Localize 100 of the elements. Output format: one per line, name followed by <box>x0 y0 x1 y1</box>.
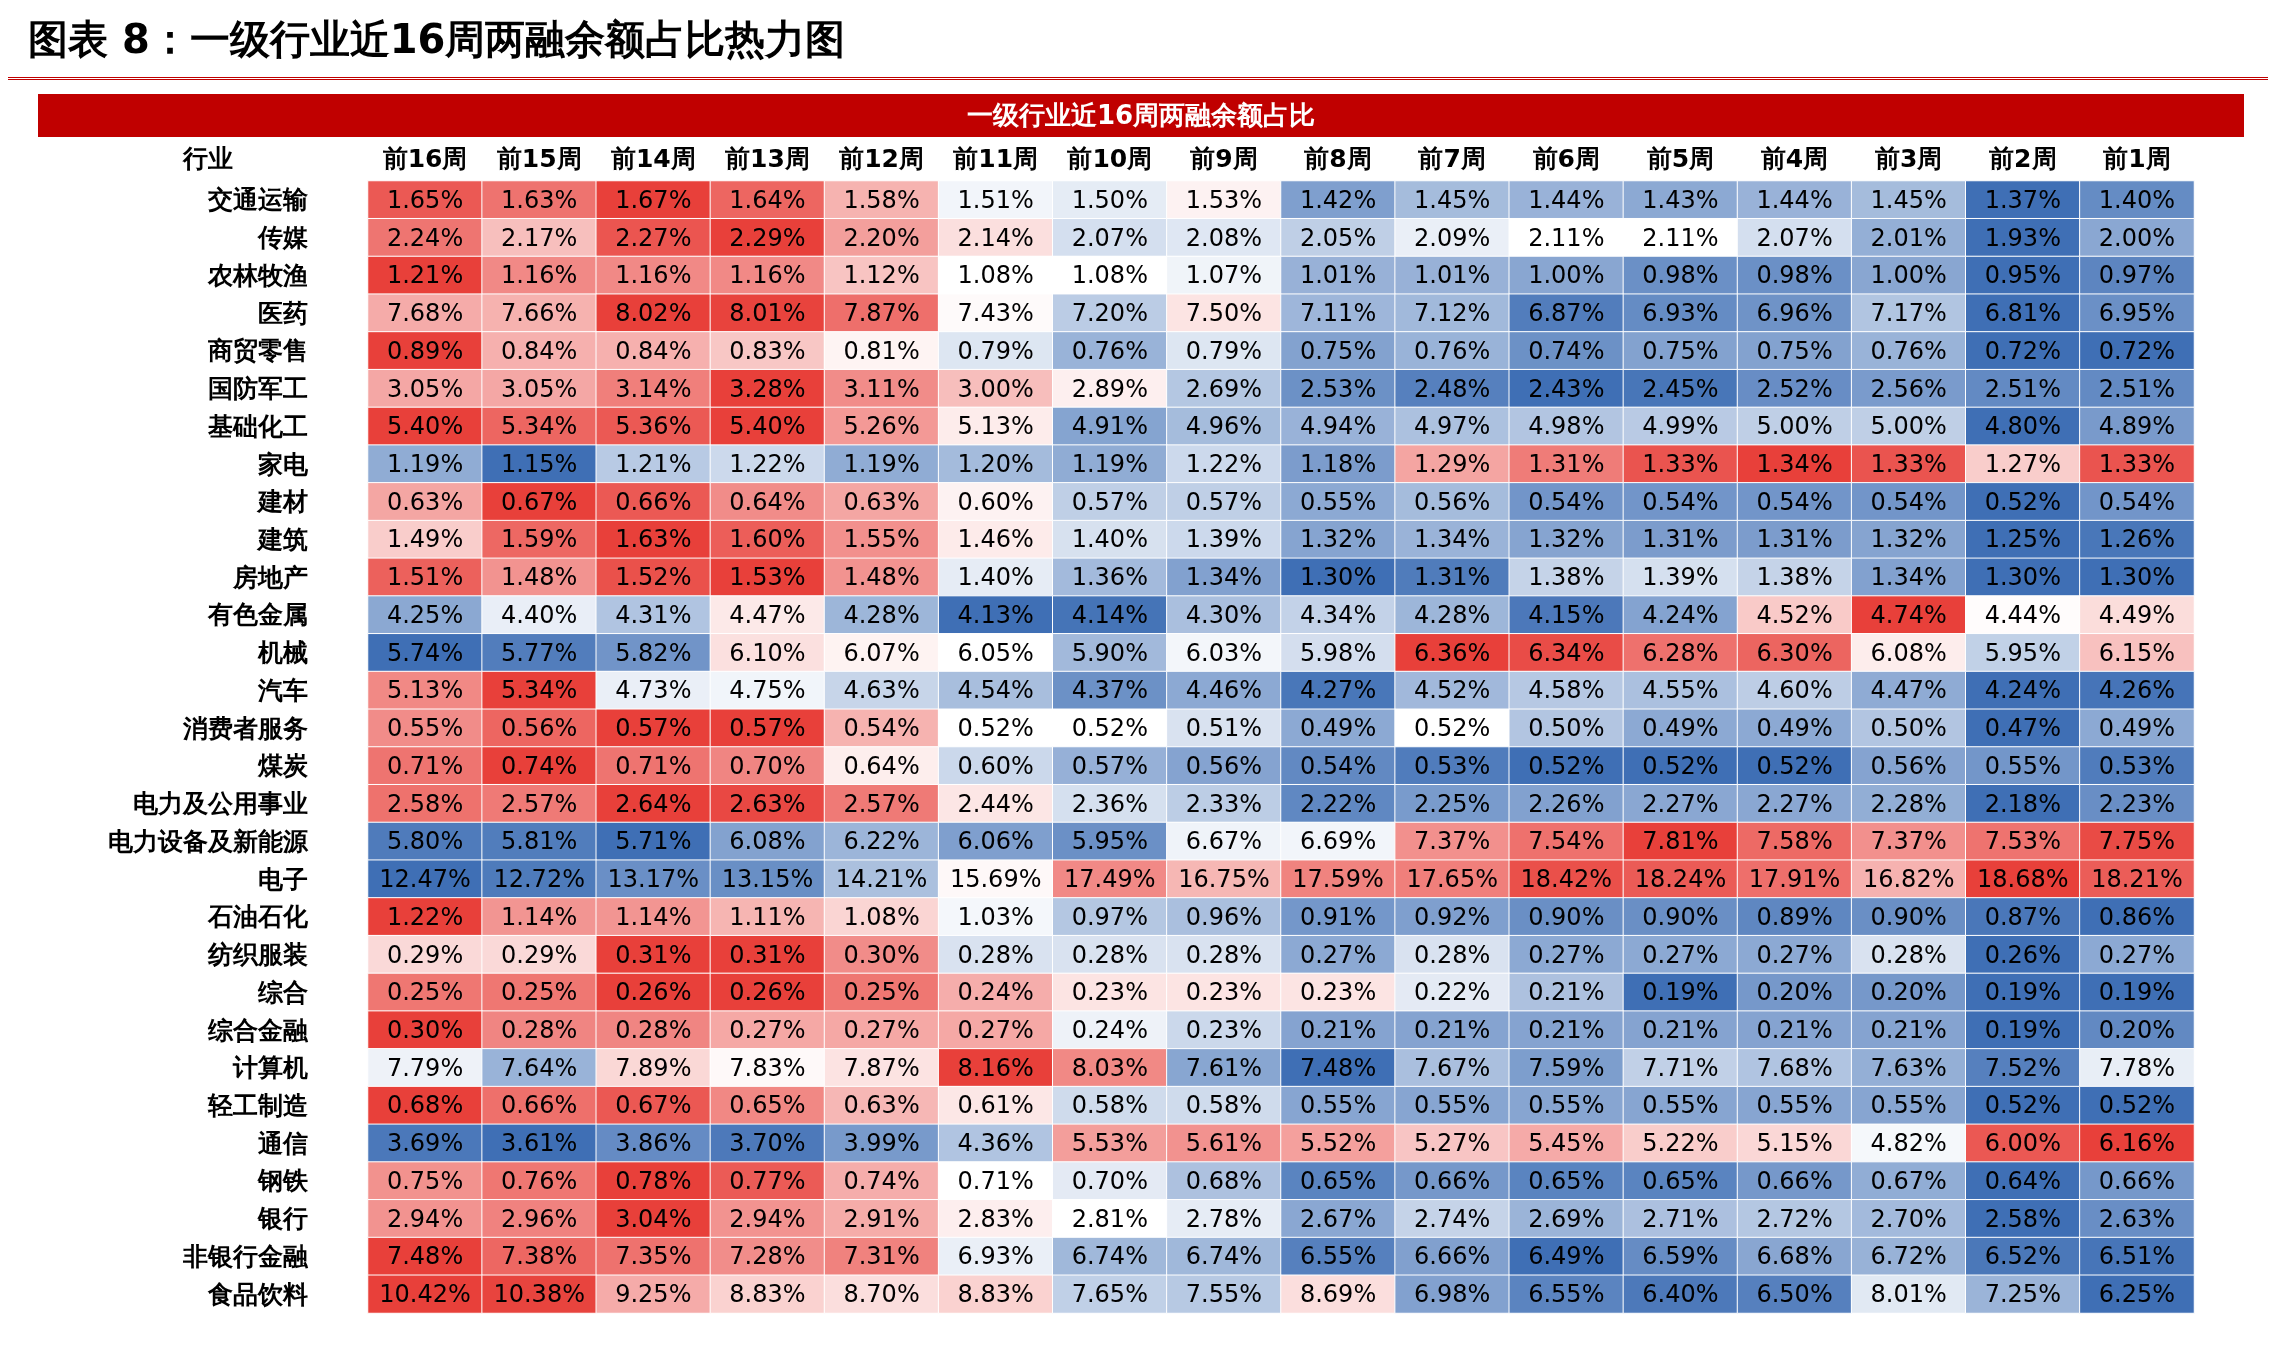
data-label: 0.79% <box>957 336 1034 365</box>
data-label: 0.31% <box>729 940 806 969</box>
data-label: 6.59% <box>1642 1242 1719 1271</box>
data-label: 1.53% <box>729 563 806 592</box>
data-label: 0.61% <box>957 1091 1034 1120</box>
data-label: 5.74% <box>386 638 464 667</box>
data-label: 2.00% <box>2098 223 2176 252</box>
data-label: 4.36% <box>957 1129 1034 1158</box>
x-tick-label: 前15周 <box>495 144 582 173</box>
data-label: 5.95% <box>1984 638 2061 667</box>
data-label: 4.49% <box>2098 600 2176 629</box>
data-label: 16.75% <box>1178 865 1270 894</box>
data-label: 0.21% <box>1528 1016 1605 1044</box>
data-label: 10.42% <box>379 1280 471 1309</box>
data-label: 1.19% <box>386 450 464 478</box>
data-label: 4.14% <box>1071 600 1148 629</box>
data-label: 8.83% <box>729 1280 806 1309</box>
data-label: 0.57% <box>1071 487 1148 516</box>
data-label: 7.37% <box>1414 827 1491 856</box>
data-label: 1.32% <box>1528 525 1605 554</box>
data-label: 4.25% <box>386 600 464 629</box>
data-label: 1.31% <box>1414 563 1491 592</box>
y-tick-label: 非银行金融 <box>182 1241 309 1271</box>
data-label: 7.20% <box>1071 299 1148 328</box>
data-label: 0.57% <box>729 714 806 743</box>
data-label: 1.08% <box>843 902 920 931</box>
data-label: 0.24% <box>957 978 1034 1007</box>
data-label: 17.91% <box>1748 865 1841 894</box>
data-label: 7.87% <box>843 299 920 328</box>
data-label: 0.55% <box>1870 1091 1947 1120</box>
data-label: 0.49% <box>1756 714 1833 743</box>
data-label: 7.52% <box>1984 1053 2061 1082</box>
data-label: 1.19% <box>843 450 920 478</box>
data-label: 1.60% <box>729 525 806 554</box>
data-label: 0.57% <box>1185 487 1263 516</box>
data-label: 2.43% <box>1528 374 1605 403</box>
data-label: 6.00% <box>1984 1129 2061 1158</box>
data-label: 5.82% <box>615 638 692 667</box>
data-label: 5.81% <box>501 827 578 856</box>
data-label: 0.67% <box>615 1091 692 1120</box>
data-label: 0.96% <box>1185 902 1263 931</box>
data-label: 4.37% <box>1071 676 1148 705</box>
data-label: 0.63% <box>843 1091 920 1120</box>
data-label: 1.40% <box>2098 185 2176 214</box>
data-label: 1.12% <box>843 261 920 290</box>
data-label: 8.16% <box>957 1053 1034 1082</box>
data-label: 1.55% <box>843 525 920 554</box>
data-label: 7.75% <box>2098 827 2176 856</box>
data-label: 0.91% <box>1299 902 1377 931</box>
data-label: 2.29% <box>729 223 806 252</box>
data-label: 0.26% <box>729 978 806 1007</box>
data-label: 1.30% <box>1299 563 1377 592</box>
data-label: 5.00% <box>1870 412 1947 441</box>
data-label: 0.55% <box>1299 1091 1377 1120</box>
data-label: 2.53% <box>1299 374 1377 403</box>
x-tick-label: 前7周 <box>1417 144 1486 173</box>
data-label: 6.07% <box>843 638 920 667</box>
data-label: 1.34% <box>1870 563 1947 592</box>
data-label: 2.44% <box>957 789 1034 818</box>
data-label: 0.56% <box>1414 487 1491 516</box>
data-label: 4.24% <box>1984 676 2061 705</box>
data-label: 2.52% <box>1756 374 1833 403</box>
data-label: 15.69% <box>949 865 1042 894</box>
data-label: 2.14% <box>957 223 1034 252</box>
data-label: 0.90% <box>1528 902 1605 931</box>
data-label: 7.67% <box>1414 1053 1491 1082</box>
data-label: 1.50% <box>1071 185 1148 214</box>
data-label: 0.71% <box>386 751 464 780</box>
data-label: 0.75% <box>1756 336 1833 365</box>
data-label: 0.53% <box>1414 751 1491 780</box>
data-label: 1.51% <box>386 563 464 592</box>
data-label: 0.21% <box>1642 1016 1719 1044</box>
data-label: 0.19% <box>2098 978 2176 1007</box>
x-tick-label: 前13周 <box>724 144 810 173</box>
data-label: 7.63% <box>1870 1053 1947 1082</box>
data-label: 5.00% <box>1756 412 1833 441</box>
y-tick-label: 建筑 <box>256 524 308 554</box>
data-label: 4.26% <box>2098 676 2176 705</box>
data-label: 1.53% <box>1185 185 1263 214</box>
data-label: 7.35% <box>615 1242 692 1271</box>
data-label: 2.69% <box>1528 1204 1605 1233</box>
data-label: 7.58% <box>1756 827 1833 856</box>
data-label: 4.13% <box>957 600 1034 629</box>
data-label: 2.64% <box>615 789 692 818</box>
data-label: 6.98% <box>1414 1280 1491 1309</box>
data-label: 2.89% <box>1071 374 1148 403</box>
data-label: 1.46% <box>957 525 1034 554</box>
y-tick-label: 石油石化 <box>207 902 309 932</box>
data-label: 1.26% <box>2098 525 2176 554</box>
data-label: 0.26% <box>1984 940 2061 969</box>
y-tick-label: 纺织服装 <box>207 940 308 970</box>
y-tick-label: 银行 <box>257 1204 308 1234</box>
data-label: 1.58% <box>843 185 920 214</box>
data-label: 1.93% <box>1984 223 2061 252</box>
data-label: 0.27% <box>1642 940 1719 969</box>
data-label: 14.21% <box>835 865 928 894</box>
data-label: 0.76% <box>1870 336 1947 365</box>
data-label: 0.28% <box>1870 940 1947 969</box>
data-label: 2.51% <box>2098 374 2176 403</box>
data-label: 7.12% <box>1414 299 1491 328</box>
